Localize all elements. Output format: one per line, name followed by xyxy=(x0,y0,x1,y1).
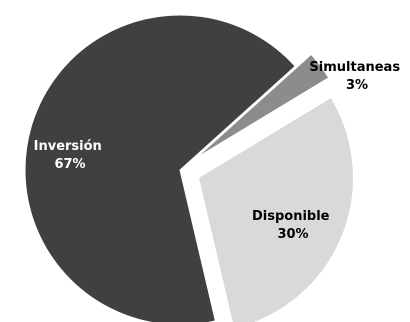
slice-name-simultaneas: Simultaneas xyxy=(309,60,400,75)
slice-name-inversion: Inversión xyxy=(34,139,102,154)
slice-value-disponible: 30% xyxy=(277,227,308,242)
slice-value-simultaneas: 3% xyxy=(346,78,368,93)
pie-slice-inversion xyxy=(24,14,296,322)
slice-label-disponible: Disponible 30% xyxy=(252,209,334,242)
slice-label-simultaneas: Simultaneas 3% xyxy=(309,60,404,93)
slice-name-disponible: Disponible xyxy=(252,209,330,224)
slice-value-inversion: 67% xyxy=(54,157,85,172)
slice-label-inversion: Inversión 67% xyxy=(34,139,107,172)
pie-slice-simultaneas xyxy=(195,53,330,159)
pie-slice-disponible xyxy=(197,96,354,322)
pie-labels: Inversión 67% Simultaneas 3% Disponible … xyxy=(34,60,404,242)
pie-slices xyxy=(24,14,354,322)
